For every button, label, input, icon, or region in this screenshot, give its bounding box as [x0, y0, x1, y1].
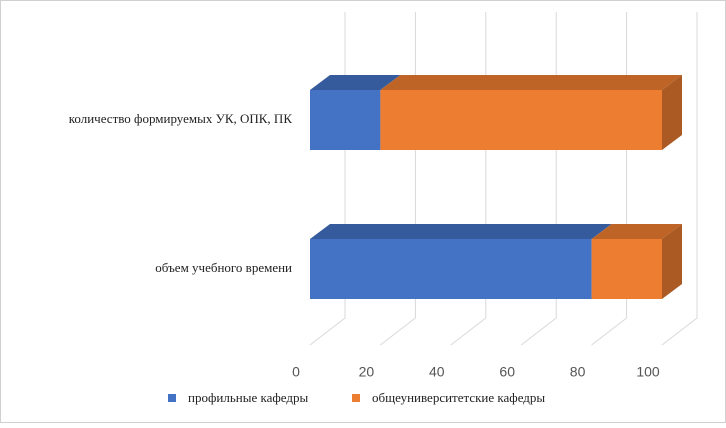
bar-front	[380, 90, 662, 150]
bar-top	[310, 224, 612, 239]
legend-swatch	[168, 394, 176, 402]
legend-swatch	[352, 394, 360, 402]
bar-front	[591, 239, 662, 299]
bar-side	[662, 75, 682, 150]
bar-segment	[310, 75, 401, 150]
bar-top	[591, 224, 682, 239]
x-tick-label: 0	[292, 364, 300, 380]
bar-segment	[591, 224, 682, 299]
bar-front	[310, 90, 381, 150]
bar-side	[662, 224, 682, 299]
legend-label: профильные кафедры	[188, 390, 308, 405]
x-tick-label: 20	[359, 364, 375, 380]
x-tick-label: 40	[429, 364, 445, 380]
grid-line	[661, 12, 698, 346]
x-tick-label: 80	[570, 364, 586, 380]
x-tick-label: 60	[499, 364, 515, 380]
bar-segment	[310, 224, 612, 299]
y-tick-label: объем учебного времени	[155, 260, 292, 275]
y-tick-label: количество формируемых УК, ОПК, ПК	[69, 111, 293, 126]
bar-front	[310, 239, 592, 299]
bar-top	[380, 75, 682, 90]
bar-top	[310, 75, 401, 90]
legend-label: общеуниверситетские кафедры	[372, 390, 545, 405]
x-tick-label: 100	[636, 364, 660, 380]
bar-segment	[380, 75, 682, 150]
